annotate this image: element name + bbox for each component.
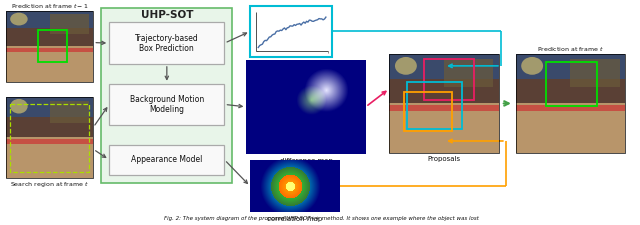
Ellipse shape bbox=[395, 57, 417, 75]
Bar bbox=[516, 54, 625, 153]
Text: Trajectory-based: Trajectory-based bbox=[135, 34, 198, 43]
Bar bbox=[570, 59, 620, 87]
Bar bbox=[404, 92, 452, 131]
Bar bbox=[109, 84, 225, 125]
Bar bbox=[390, 79, 499, 108]
Text: difference map: difference map bbox=[280, 158, 332, 164]
Bar bbox=[516, 104, 625, 153]
Bar bbox=[6, 47, 93, 52]
Text: Prediction at frame $t$: Prediction at frame $t$ bbox=[537, 45, 604, 53]
Bar bbox=[6, 97, 93, 178]
Text: Box Prediction: Box Prediction bbox=[140, 44, 194, 53]
Bar bbox=[6, 139, 93, 144]
Bar bbox=[424, 59, 474, 100]
Bar bbox=[390, 54, 499, 153]
Bar bbox=[6, 11, 93, 82]
Text: Background Motion: Background Motion bbox=[130, 95, 204, 104]
Text: Prediction at frame $t-1$: Prediction at frame $t-1$ bbox=[11, 2, 88, 9]
Bar bbox=[10, 104, 90, 172]
Text: Modeling: Modeling bbox=[149, 105, 184, 114]
Bar bbox=[6, 46, 93, 82]
Bar bbox=[38, 30, 67, 62]
Bar bbox=[408, 82, 462, 129]
Ellipse shape bbox=[10, 99, 28, 114]
Bar bbox=[109, 22, 225, 64]
Bar bbox=[545, 62, 597, 106]
Bar bbox=[516, 105, 625, 111]
Bar bbox=[250, 6, 332, 57]
Bar bbox=[6, 137, 93, 178]
Bar bbox=[6, 28, 93, 50]
Bar bbox=[101, 8, 232, 183]
Bar bbox=[109, 145, 225, 175]
Text: Search region at frame $t$: Search region at frame $t$ bbox=[10, 180, 89, 189]
Bar bbox=[390, 105, 499, 111]
Text: Appearance Model: Appearance Model bbox=[131, 155, 202, 164]
Text: correlation map: correlation map bbox=[268, 216, 323, 222]
Text: UHP-SOT: UHP-SOT bbox=[141, 10, 193, 20]
Text: Fig. 2: The system diagram of the proposed UHP-SOT++ method. It shows one exampl: Fig. 2: The system diagram of the propos… bbox=[164, 216, 479, 221]
Bar bbox=[390, 54, 499, 84]
Ellipse shape bbox=[10, 13, 28, 25]
Bar bbox=[6, 97, 93, 121]
Bar bbox=[444, 59, 493, 87]
Text: Proposals: Proposals bbox=[428, 156, 461, 162]
Bar bbox=[516, 79, 625, 108]
Bar bbox=[49, 101, 89, 123]
Ellipse shape bbox=[521, 57, 543, 75]
Bar bbox=[390, 104, 499, 153]
Bar bbox=[6, 117, 93, 141]
Bar bbox=[516, 54, 625, 84]
Bar bbox=[49, 14, 89, 34]
Bar bbox=[6, 11, 93, 32]
